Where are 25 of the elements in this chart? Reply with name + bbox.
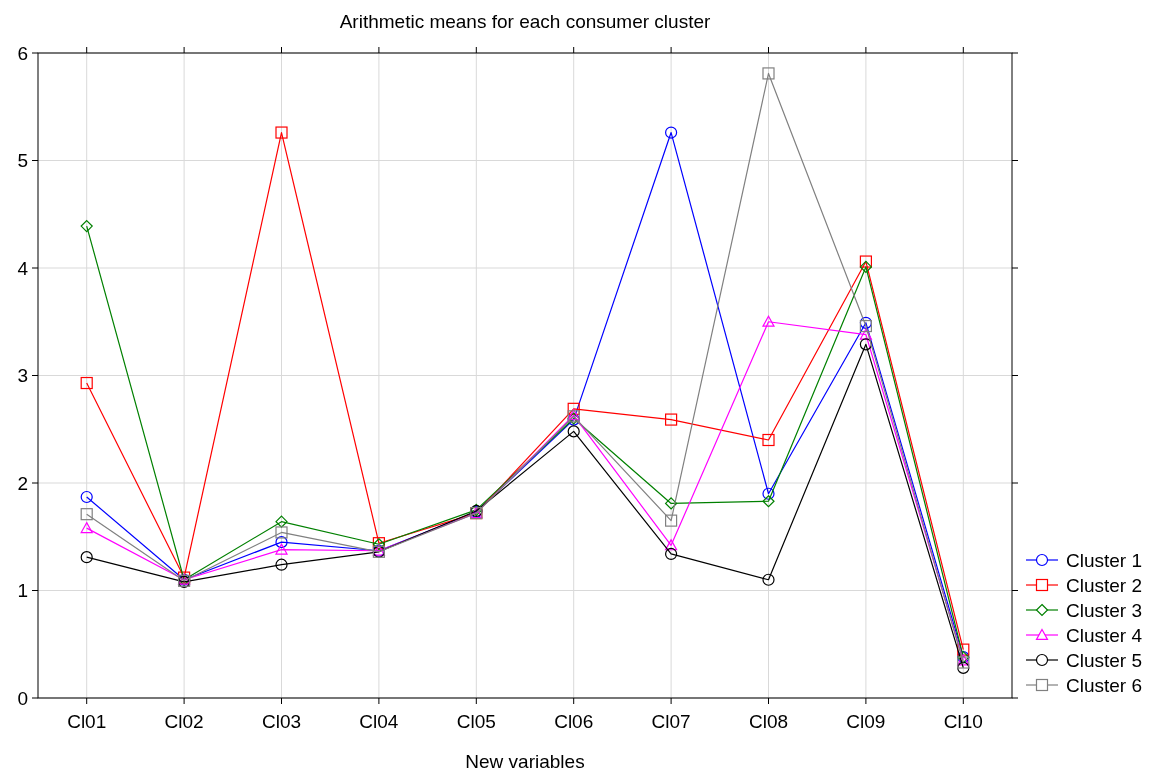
legend-label: Cluster 3 — [1066, 599, 1143, 621]
x-tick-label: Cl05 — [456, 711, 496, 732]
x-axis-title: New variables — [465, 751, 585, 772]
x-tick-label: Cl02 — [164, 711, 204, 732]
y-tick-label: 5 — [17, 150, 28, 172]
y-tick-label: 0 — [17, 687, 28, 709]
x-tick-label: Cl08 — [748, 711, 789, 732]
x-tick-label: Cl01 — [67, 711, 107, 732]
x-tick-label: Cl06 — [554, 711, 594, 732]
x-tick-label: Cl07 — [651, 711, 691, 732]
y-tick-label: 2 — [17, 472, 28, 494]
y-tick-label: 3 — [17, 365, 28, 387]
legend-label: Cluster 6 — [1066, 674, 1143, 696]
x-tick-label: Cl10 — [943, 711, 983, 732]
x-tick-label: Cl09 — [846, 711, 886, 732]
legend-label: Cluster 1 — [1066, 549, 1143, 571]
x-tick-label: Cl03 — [261, 711, 302, 732]
y-tick-label: 4 — [17, 257, 29, 279]
chart-title: Arithmetic means for each consumer cluster — [339, 11, 711, 32]
x-tick-label: Cl04 — [359, 711, 399, 732]
y-tick-label: 1 — [17, 580, 28, 602]
legend-label: Cluster 2 — [1066, 574, 1143, 596]
legend-label: Cluster 5 — [1066, 649, 1143, 671]
y-tick-label: 6 — [17, 42, 28, 64]
legend-label: Cluster 4 — [1066, 624, 1143, 646]
